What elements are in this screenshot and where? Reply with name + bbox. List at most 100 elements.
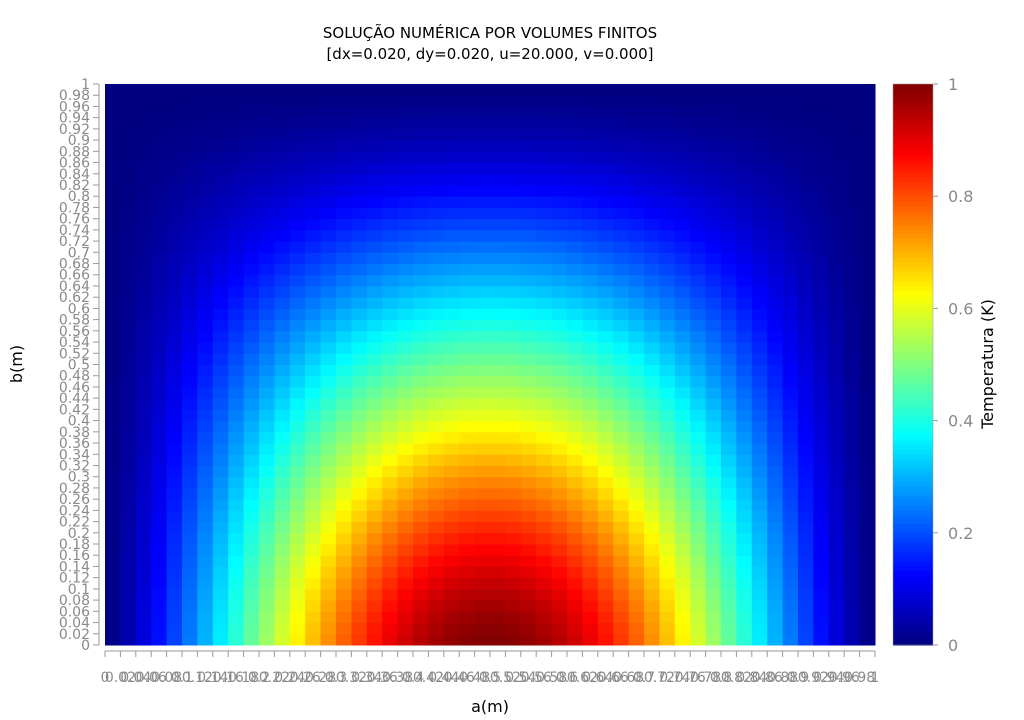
heatmap-cell [197,196,214,208]
heatmap-cell [428,263,445,276]
heatmap-cell [582,184,599,197]
heatmap-cell [813,95,830,107]
heatmap-cell [613,375,630,388]
heatmap-cell [659,633,676,646]
heatmap-cell [135,476,152,489]
heatmap-cell [813,241,830,253]
heatmap-cell [259,588,275,601]
heatmap-cell [844,297,861,309]
heatmap-cell [705,162,722,175]
heatmap-cell [259,263,275,276]
heatmap-cell [721,622,737,635]
heatmap-cell [320,454,337,466]
colorbar-band [893,84,933,90]
heatmap-cell [228,330,245,343]
heatmap-cell [736,431,753,444]
heatmap-cell [613,420,630,433]
heatmap-cell [490,308,506,321]
heatmap-cell [751,106,768,119]
heatmap-cell [474,285,491,298]
heatmap-cell [674,487,691,500]
heatmap-cell [721,611,737,624]
heatmap-cell [674,173,691,186]
heatmap-cell [274,532,291,545]
heatmap-cell [628,465,645,478]
heatmap-cell [567,375,583,388]
heatmap-cell [782,398,799,410]
heatmap-cell [597,510,614,523]
heatmap-cell [674,555,691,567]
heatmap-cell [628,95,645,107]
heatmap-cell [798,241,814,253]
heatmap-cell [844,420,861,433]
heatmap-cell [798,409,814,422]
heatmap-cell [505,184,522,197]
heatmap-cell [659,274,676,287]
heatmap-cell [828,521,845,534]
heatmap-cell [597,420,614,433]
heatmap-cell [120,285,137,298]
heatmap-cell [767,443,784,455]
heatmap-cell [551,420,568,433]
heatmap-cell [490,241,506,253]
colorbar-band [893,453,933,459]
heatmap-cell [505,465,522,478]
heatmap-cell [736,207,753,220]
heatmap-cell [243,409,260,422]
heatmap-cell [151,297,168,309]
heatmap-cell [336,622,352,635]
heatmap-cell [582,633,599,646]
heatmap-cell [520,196,537,208]
heatmap-cell [105,263,121,276]
heatmap-cell [474,218,491,231]
y-tick-label: 0.62 [59,290,90,306]
heatmap-cell [382,588,399,601]
heatmap-cell [212,263,229,276]
heatmap-cell [859,173,876,186]
heatmap-cell [751,386,768,399]
heatmap-cell [536,577,553,590]
heatmap-cell [105,465,121,478]
heatmap-cell [859,476,876,489]
heatmap-cell [536,465,553,478]
heatmap-cell [813,375,830,388]
heatmap-cell [567,443,583,455]
heatmap-cell [705,443,722,455]
colorbar-band [893,149,933,155]
heatmap-cell [320,375,337,388]
heatmap-cell [798,532,814,545]
heatmap-cell [305,588,322,601]
heatmap-cell [212,420,229,433]
heatmap-cell [659,342,676,354]
heatmap-cell [120,140,137,152]
heatmap-cell [182,241,198,253]
heatmap-cell [705,319,722,332]
heatmap-cell [613,151,630,164]
heatmap-cell [644,162,660,175]
heatmap-cell [551,84,568,96]
heatmap-cell [520,420,537,433]
heatmap-cell [705,218,722,231]
heatmap-cell [274,577,291,590]
heatmap-cell [582,95,599,107]
x-tick-label: 0.68 [613,670,644,686]
heatmap-cell [844,207,861,220]
heatmap-cell [751,588,768,601]
heatmap-cell [166,218,183,231]
heatmap-cell [182,151,198,164]
heatmap-cell [120,353,137,365]
heatmap-cell [274,465,291,478]
heatmap-cell [166,465,183,478]
heatmap-cell [428,633,445,646]
heatmap-cell [397,196,414,208]
colorbar-band [893,196,933,202]
colorbar-band [893,537,933,543]
heatmap-cell [520,544,537,556]
heatmap-cell [613,499,630,511]
heatmap-cell [828,173,845,186]
heatmap-cell [243,308,260,321]
heatmap-cell [551,386,568,399]
heatmap-cell [767,510,784,523]
heatmap-cell [736,184,753,197]
heatmap-cell [443,353,460,365]
